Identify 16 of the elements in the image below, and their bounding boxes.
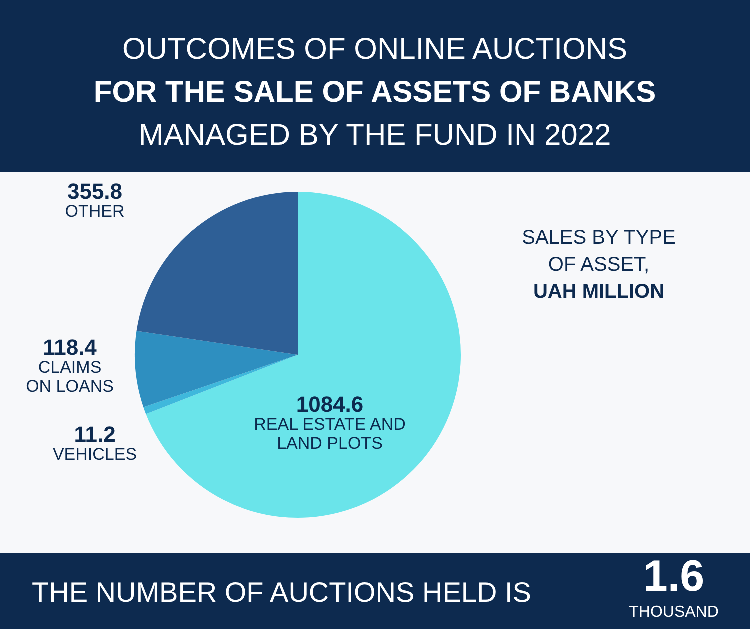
slice-label: CLAIMS ON LOANS [26,358,114,396]
text: THE NUMBER OF AUCTIONS HELD IS [32,577,532,608]
pie-slice [135,331,298,408]
data-label: 355.8 [67,179,123,204]
pie-slice [136,192,298,355]
pie-slice [144,355,298,414]
chart-title: OUTCOMES OF ONLINE AUCTIONS FOR THE SALE OF ASSETS OF BANKS MANAGED BY THE FUND IN 2022 [94,33,656,152]
slice-label: VEHICLES [52,445,138,464]
text: SALES BY TYPE OF ASSET, UAH MILLION [522,227,676,303]
slice-label: REAL ESTATE AND LAND PLOTS [254,415,406,453]
text: 1.6 THOUSAND [629,552,719,621]
slice-label: OTHER [65,202,125,221]
data-label: 1084.6 [296,392,364,417]
data-label: 118.4 [43,335,98,360]
pie-slice [146,192,461,518]
data-label: 11.2 [74,422,116,447]
